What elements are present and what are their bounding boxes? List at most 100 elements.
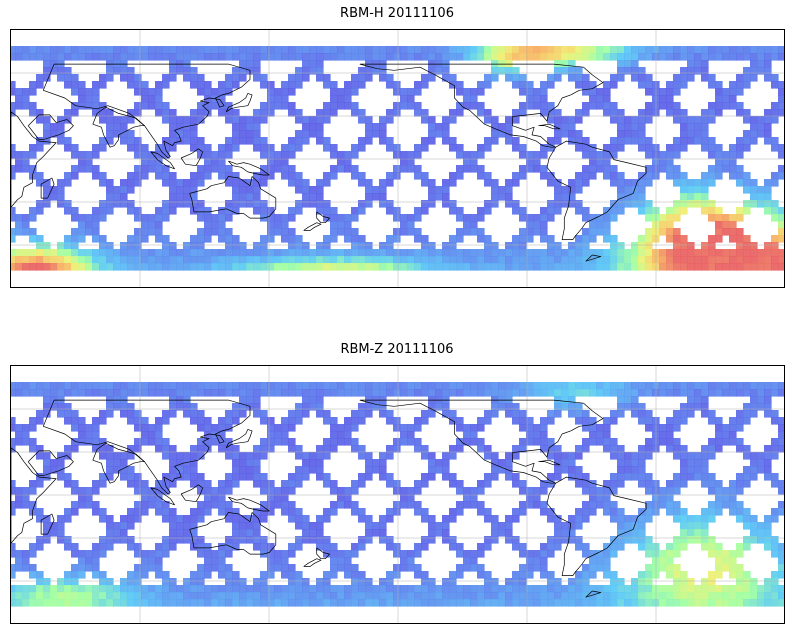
swath-cell [43, 410, 51, 418]
swath-cell [729, 599, 737, 607]
swath-cell [176, 179, 184, 187]
swath-cell [631, 536, 639, 544]
swath-cell [764, 578, 772, 586]
swath-cell [330, 235, 338, 243]
swath-cell [512, 585, 520, 593]
swath-cell [575, 578, 583, 586]
swath-cell [134, 263, 142, 271]
swath-cell [701, 578, 709, 586]
swath-cell [722, 151, 730, 159]
swath-cell [589, 46, 597, 54]
swath-cell [736, 473, 744, 481]
swath-cell [519, 46, 527, 54]
swath-cell [512, 116, 520, 124]
swath-cell [197, 585, 205, 593]
swath-cell [673, 200, 681, 208]
swath-cell [533, 557, 541, 565]
swath-cell [358, 74, 366, 82]
swath-cell [491, 578, 499, 586]
swath-cell [407, 424, 415, 432]
swath-cell [43, 116, 51, 124]
swath-cell [694, 137, 702, 145]
swath-cell [442, 529, 450, 537]
swath-cell [162, 151, 170, 159]
coastline [225, 93, 253, 113]
swath-cell [470, 592, 478, 600]
swath-cell [246, 473, 254, 481]
swath-cell [631, 74, 639, 82]
swath-cell [456, 46, 464, 54]
swath-cell [512, 445, 520, 453]
swath-cell [666, 585, 674, 593]
swath-cell [582, 235, 590, 243]
swath-cell [575, 46, 583, 54]
swath-cell [260, 585, 268, 593]
swath-cell [715, 550, 723, 558]
swath-cell [351, 417, 359, 425]
swath-cell [148, 564, 156, 572]
swath-cell [386, 536, 394, 544]
swath-cell [743, 74, 751, 82]
swath-cell [281, 494, 289, 502]
swath-cell [442, 186, 450, 194]
swath-cell [127, 46, 135, 54]
swath-cell [463, 53, 471, 61]
swath-cell [71, 508, 79, 516]
swath-cell [134, 599, 142, 607]
swath-cell [610, 214, 618, 222]
swath-cell [127, 445, 135, 453]
swath-cell [176, 599, 184, 607]
swath-cell [92, 151, 100, 159]
swath-cell [519, 578, 527, 586]
swath-cell [701, 179, 709, 187]
swath-cell [197, 214, 205, 222]
swath-cell [78, 228, 86, 236]
swath-cell [477, 445, 485, 453]
swath-cell [127, 389, 135, 397]
swath-cell [659, 494, 667, 502]
swath-cell [449, 389, 457, 397]
swath-cell [162, 487, 170, 495]
swath-cell [99, 242, 107, 250]
swath-cell [701, 585, 709, 593]
swath-cell [673, 417, 681, 425]
swath-cell [638, 144, 646, 152]
swath-cell [526, 95, 534, 103]
swath-cell [386, 235, 394, 243]
swath-cell [176, 256, 184, 264]
swath-cell [757, 536, 765, 544]
swath-cell [575, 403, 583, 411]
swath-cell [239, 130, 247, 138]
swath-cell [519, 487, 527, 495]
swath-cell [694, 452, 702, 460]
swath-cell [407, 102, 415, 110]
swath-cell [64, 53, 72, 61]
swath-cell [127, 81, 135, 89]
swath-cell [15, 585, 23, 593]
swath-cell [568, 382, 576, 390]
swath-cell [323, 550, 331, 558]
swath-cell [316, 74, 324, 82]
swath-cell [722, 431, 730, 439]
swath-cell [134, 109, 142, 117]
swath-cell [442, 522, 450, 530]
swath-cell [22, 494, 30, 502]
swath-cell [92, 480, 100, 488]
swath-cell [491, 116, 499, 124]
swath-cell [547, 81, 555, 89]
swath-cell [218, 445, 226, 453]
swath-cell [148, 221, 156, 229]
swath-cell [337, 592, 345, 600]
swath-cell [113, 249, 121, 257]
swath-cell [771, 172, 779, 180]
swath-cell [253, 396, 261, 404]
swath-cell [421, 81, 429, 89]
swath-cell [407, 88, 415, 96]
swath-cell [64, 599, 72, 607]
swath-cell [533, 382, 541, 390]
swath-cell [638, 207, 646, 215]
swath-cell [393, 102, 401, 110]
swath-cell [610, 389, 618, 397]
swath-cell [92, 235, 100, 243]
swath-cell [281, 564, 289, 572]
